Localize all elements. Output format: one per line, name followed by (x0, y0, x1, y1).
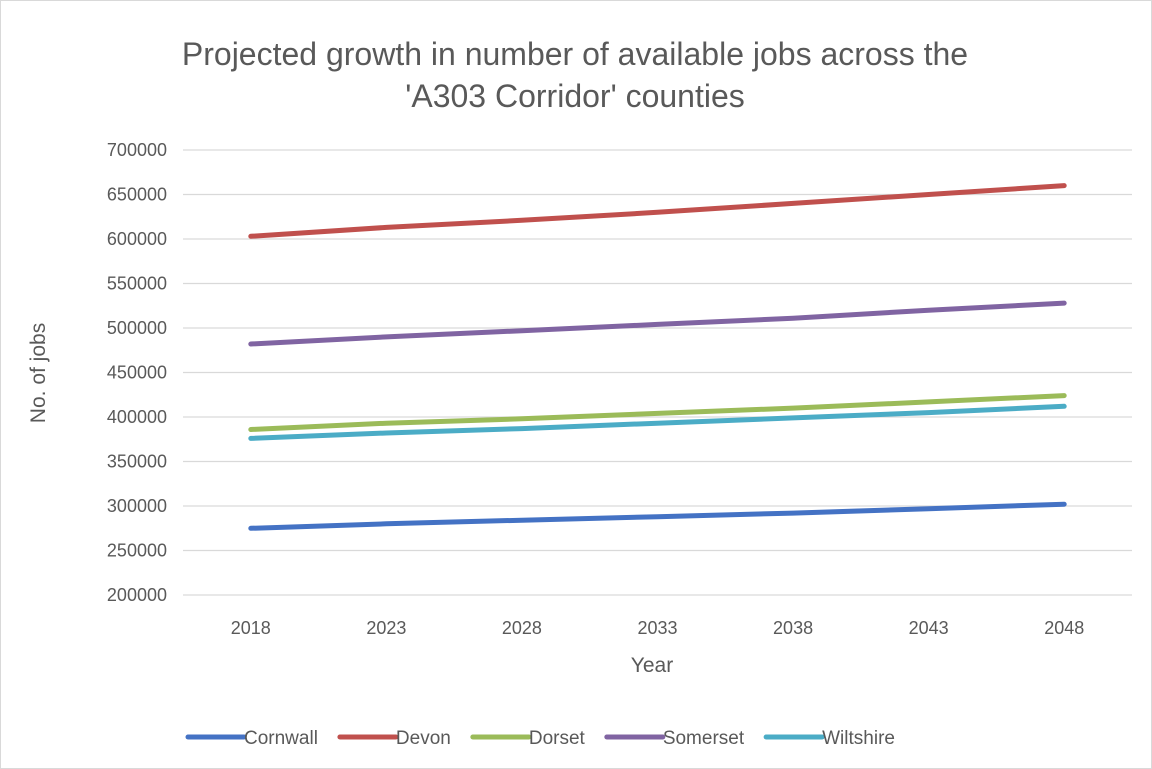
y-tick-label: 650000 (107, 185, 167, 205)
x-tick-label: 2028 (502, 618, 542, 638)
y-tick-label: 400000 (107, 407, 167, 427)
y-axis-ticks: 200000 250000 300000 350000 400000 450000 5000… (107, 140, 167, 605)
legend: Cornwall Devon Dorset Somerset Wiltshire (185, 728, 895, 749)
legend-item-dorset: Dorset (470, 728, 586, 749)
y-tick-label: 350000 (107, 452, 167, 472)
x-tick-label: 2018 (231, 618, 271, 638)
x-tick-label: 2033 (637, 618, 677, 638)
series-lines (248, 183, 1067, 531)
legend-label: Devon (396, 728, 451, 749)
y-tick-label: 300000 (107, 496, 167, 516)
x-tick-label: 2038 (773, 618, 813, 638)
y-tick-label: 550000 (107, 274, 167, 294)
chart-title-line-1: Projected growth in number of available … (182, 36, 968, 72)
x-axis-title: Year (631, 654, 673, 677)
y-tick-label: 600000 (107, 229, 167, 249)
legend-label: Cornwall (244, 728, 318, 749)
series-line-devon (248, 183, 1067, 239)
legend-item-devon: Devon (337, 728, 451, 749)
series-line-dorset (248, 393, 1067, 432)
y-tick-label: 200000 (107, 585, 167, 605)
y-axis-title: No. of jobs (27, 323, 50, 423)
legend-label: Wiltshire (822, 728, 895, 749)
series-line-somerset (248, 300, 1067, 347)
legend-label: Dorset (529, 728, 586, 749)
series-line-cornwall (248, 501, 1067, 531)
y-tick-label: 250000 (107, 541, 167, 561)
gridlines (183, 149, 1132, 596)
legend-item-cornwall: Cornwall (185, 728, 318, 749)
y-tick-label: 500000 (107, 318, 167, 338)
x-tick-label: 2043 (909, 618, 949, 638)
y-tick-label: 450000 (107, 363, 167, 383)
series-line-wiltshire (248, 403, 1067, 441)
x-axis-ticks: 2018 2023 2028 2033 2038 2043 2048 (231, 618, 1084, 638)
y-tick-label: 700000 (107, 140, 167, 160)
x-tick-label: 2048 (1044, 618, 1084, 638)
legend-item-somerset: Somerset (604, 728, 745, 749)
x-tick-label: 2023 (366, 618, 406, 638)
chart-title-line-2: 'A303 Corridor' counties (405, 78, 745, 114)
legend-item-wiltshire: Wiltshire (763, 728, 895, 749)
legend-label: Somerset (663, 728, 745, 749)
